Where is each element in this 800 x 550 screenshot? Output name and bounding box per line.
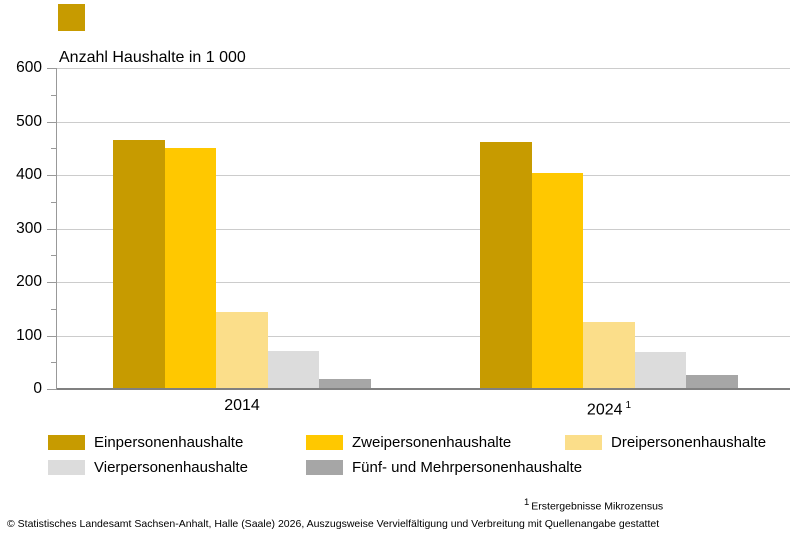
y-minor-tick-350 (51, 201, 57, 203)
bar-2024-dreipersonenhaushalte (583, 322, 635, 389)
bar-2014-f-nf-und-mehrpersonenhaushalte (319, 379, 371, 389)
y-axis-tick-label-500: 500 (16, 112, 42, 130)
y-minor-tick-250 (51, 255, 57, 257)
legend-item-vierpersonenhaushalte: Vierpersonenhaushalte (48, 459, 248, 476)
chart-title: Anzahl Haushalte in 1 000 (59, 49, 246, 66)
legend-item-einpersonenhaushalte: Einpersonenhaushalte (48, 434, 243, 451)
bar-2024-f-nf-und-mehrpersonenhaushalte (686, 375, 738, 389)
legend-swatch-zweipersonenhaushalte (306, 435, 343, 450)
category-label: 2014 (224, 397, 260, 414)
legend-label: Fünf- und Mehrpersonenhaushalte (352, 459, 583, 476)
bar-2024-vierpersonenhaushalte (634, 352, 686, 389)
y-axis-line (56, 68, 57, 390)
y-axis-tick-label-100: 100 (16, 326, 42, 344)
y-axis-tick-label-400: 400 (16, 166, 42, 183)
gridline-300 (57, 228, 790, 230)
bar-2014-dreipersonenhaushalte (216, 311, 268, 389)
copyright-line: © Statistisches Landesamt Sachsen-Anhalt… (7, 518, 660, 530)
x-axis-label-2024: 2024 1 (480, 396, 738, 419)
y-minor-tick-550 (51, 94, 57, 96)
y-axis-tick-label-600: 600 (16, 59, 42, 76)
category-label: 2024 (586, 401, 623, 419)
bar-2014-einpersonenhaushalte (113, 139, 165, 389)
bar-group-2014 (113, 139, 371, 389)
x-axis-line (57, 388, 790, 390)
footnote: 1 Erstergebnisse Mikrozensus (524, 497, 663, 513)
gridline-100 (57, 335, 790, 337)
legend-item-dreipersonenhaushalte: Dreipersonenhaushalte (565, 434, 766, 451)
plot-area: 0 100 200 300 400 500 600 (16, 59, 790, 397)
footnote-text: Erstergebnisse Mikrozensus (531, 500, 664, 513)
y-tick-0 (47, 389, 57, 390)
y-axis-tick-label-0: 0 (33, 380, 42, 397)
gridline-200 (57, 282, 790, 283)
legend-label: Vierpersonenhaushalte (94, 459, 249, 476)
y-minor-tick-450 (51, 148, 57, 150)
y-tick-600 (47, 68, 57, 69)
legend-swatch-vierpersonenhaushalte (48, 460, 85, 475)
legend-label: Zweipersonenhaushalte (352, 434, 512, 451)
legend-item-fuenf-und-mehrpersonenhaushalte: Fünf- und Mehrpersonenhaushalte (306, 459, 582, 476)
legend-label: Einpersonenhaushalte (94, 434, 244, 451)
y-tick-500 (47, 121, 57, 123)
brand-square (58, 4, 85, 31)
y-minor-tick-150 (51, 308, 57, 310)
x-axis-label-2014: 2014 (113, 396, 371, 415)
y-tick-400 (47, 175, 57, 176)
gridline-400 (57, 175, 790, 176)
bar-2024-zweipersonenhaushalte (531, 172, 583, 389)
gridline-500 (57, 121, 790, 123)
bar-2024-einpersonenhaushalte (480, 141, 532, 389)
legend-label: Dreipersonenhaushalte (611, 434, 767, 451)
y-minor-tick-50 (51, 362, 57, 364)
legend-swatch-fuenf-und-mehrpersonenhaushalte (306, 460, 343, 475)
y-tick-300 (47, 228, 57, 230)
y-axis-tick-label-200: 200 (16, 273, 42, 290)
y-tick-100 (47, 335, 57, 337)
legend-swatch-einpersonenhaushalte (48, 435, 85, 450)
bar-2014-vierpersonenhaushalte (267, 351, 319, 389)
bar-2014-zweipersonenhaushalte (164, 147, 216, 389)
footnote-marker: 1 (524, 497, 530, 508)
y-axis-tick-label-300: 300 (16, 219, 42, 237)
footnote-marker: 1 (625, 400, 632, 411)
gridline-600 (57, 68, 790, 69)
legend-item-zweipersonenhaushalte: Zweipersonenhaushalte (306, 434, 511, 451)
bar-group-2024 (480, 141, 738, 389)
y-tick-200 (47, 282, 57, 283)
legend-swatch-dreipersonenhaushalte (565, 435, 602, 450)
